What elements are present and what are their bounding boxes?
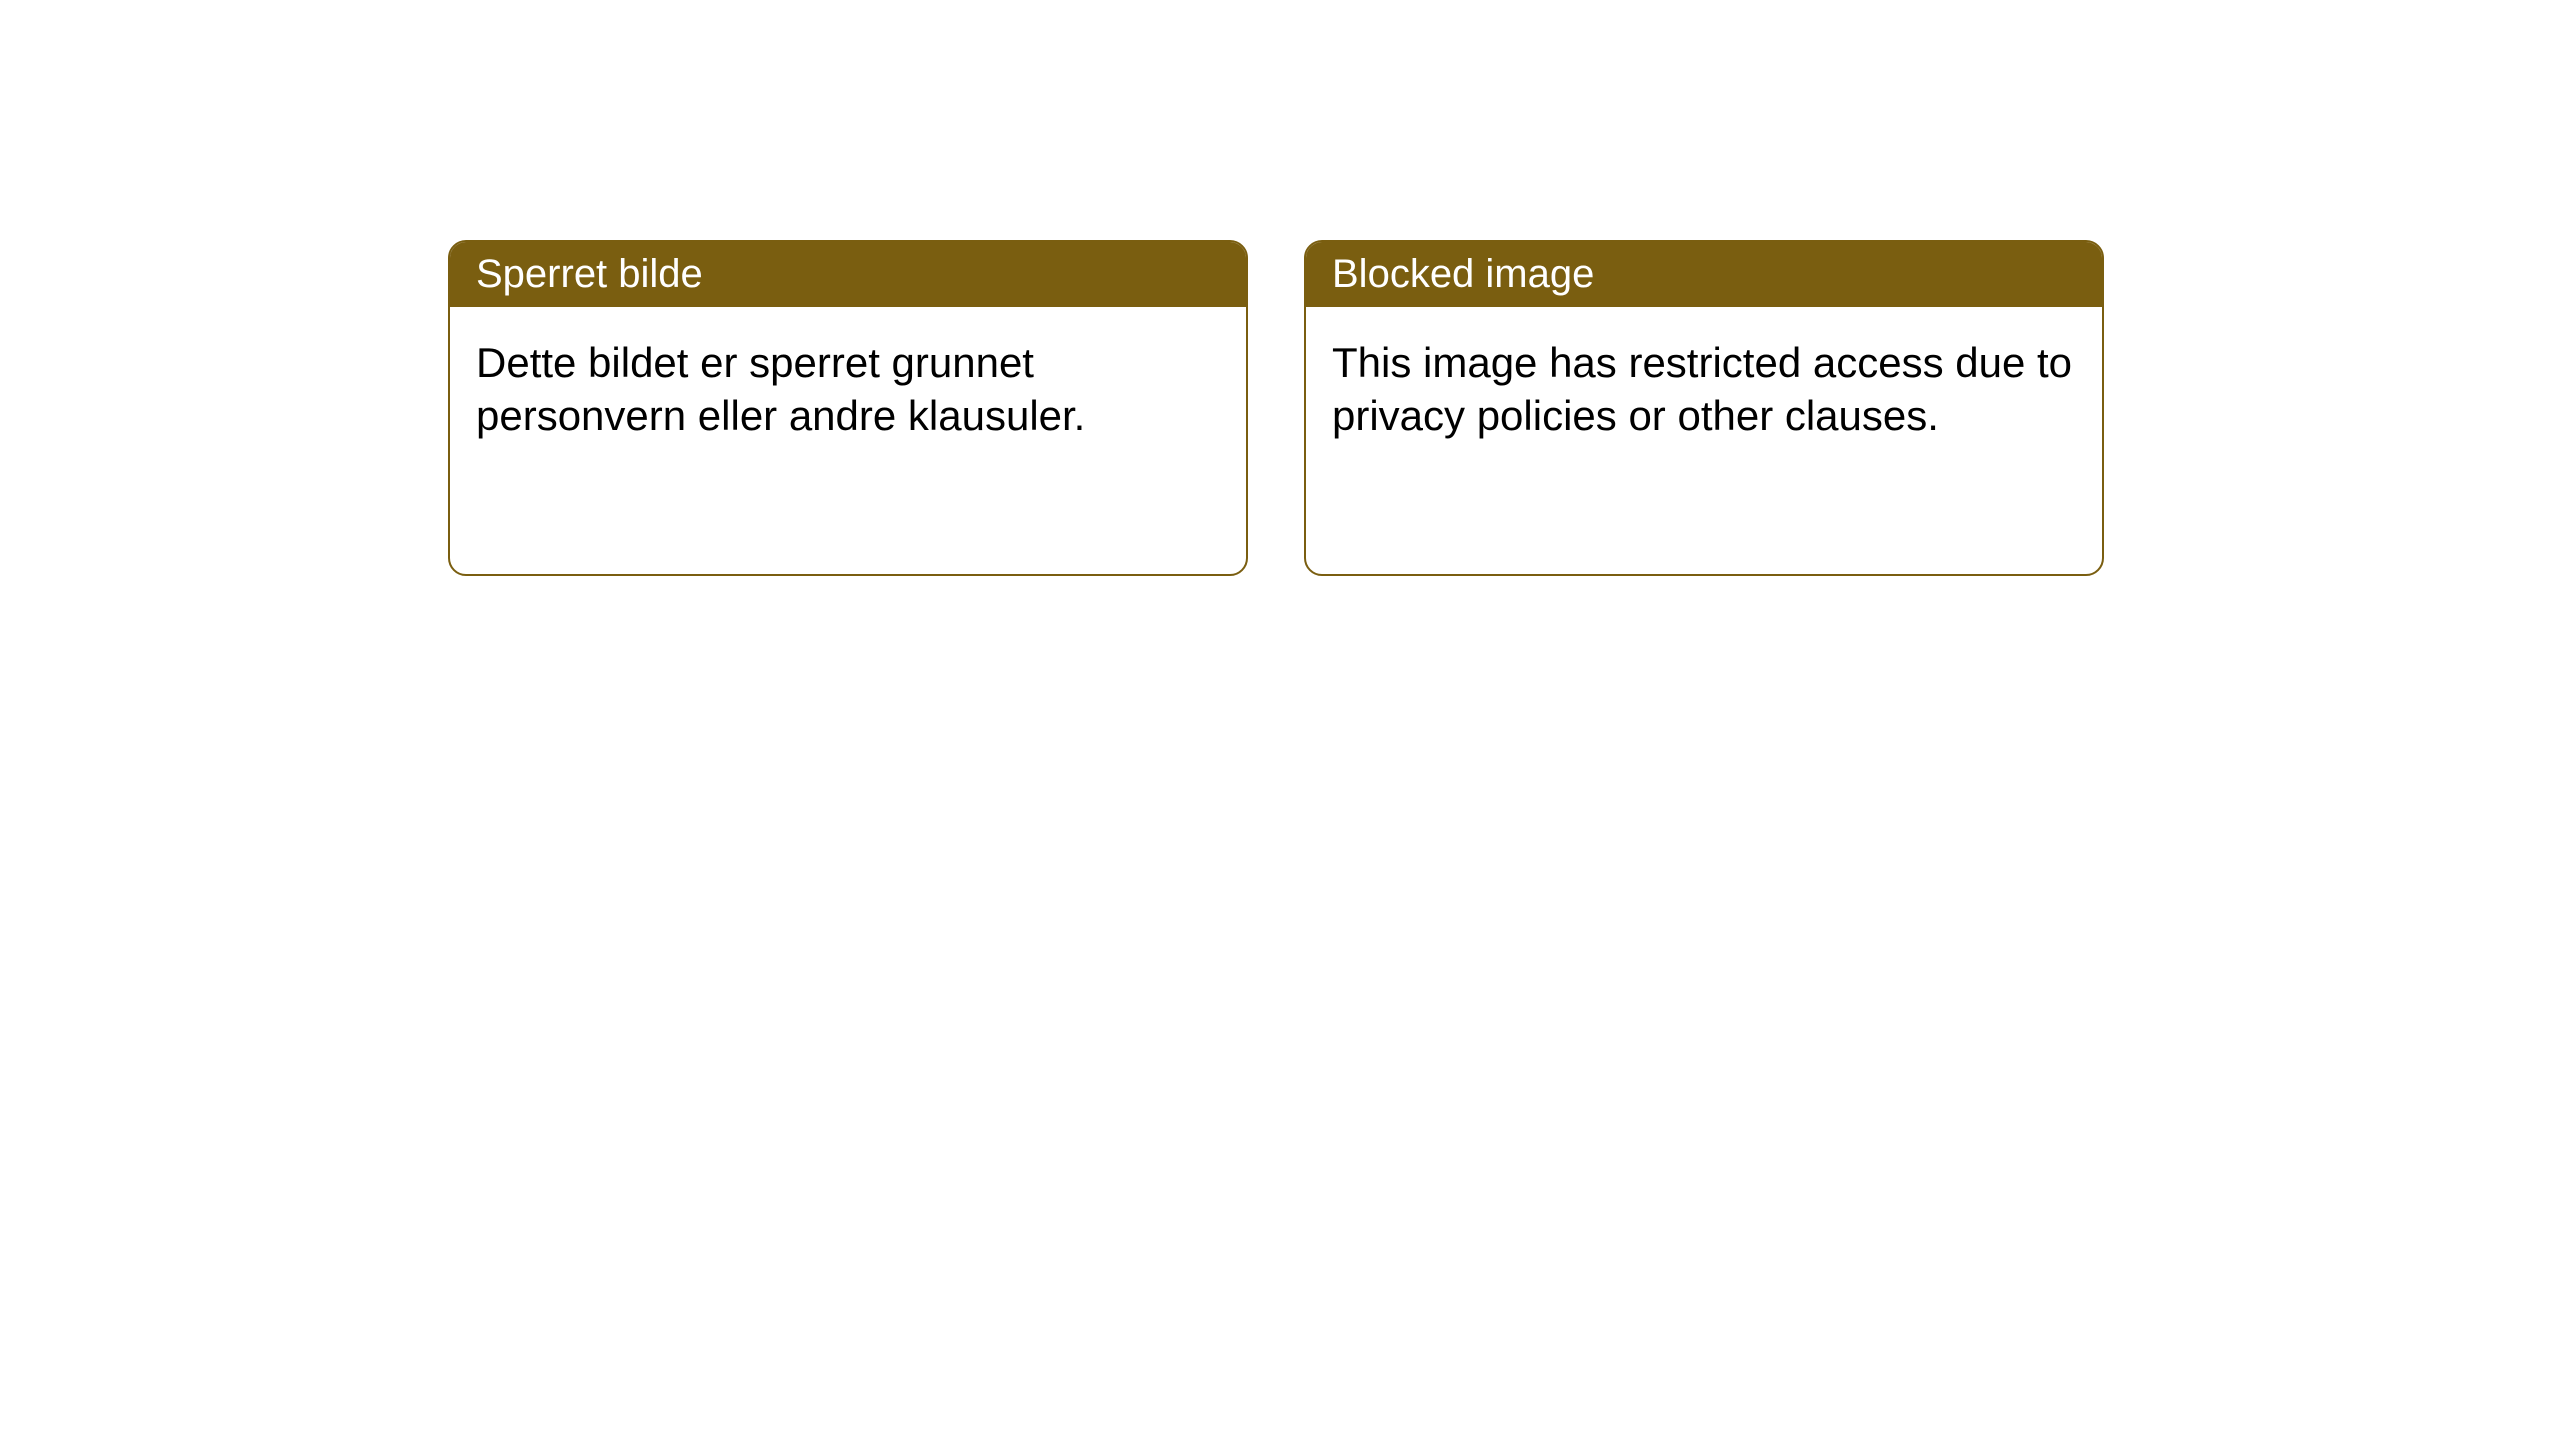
blocked-image-card-no: Sperret bilde Dette bildet er sperret gr… [448, 240, 1248, 576]
card-body: Dette bildet er sperret grunnet personve… [450, 307, 1246, 472]
card-title: Blocked image [1332, 252, 1594, 296]
card-header: Blocked image [1306, 242, 2102, 307]
card-message: Dette bildet er sperret grunnet personve… [476, 339, 1085, 439]
card-message: This image has restricted access due to … [1332, 339, 2072, 439]
notice-container: Sperret bilde Dette bildet er sperret gr… [0, 0, 2560, 576]
card-header: Sperret bilde [450, 242, 1246, 307]
card-body: This image has restricted access due to … [1306, 307, 2102, 472]
blocked-image-card-en: Blocked image This image has restricted … [1304, 240, 2104, 576]
card-title: Sperret bilde [476, 252, 703, 296]
